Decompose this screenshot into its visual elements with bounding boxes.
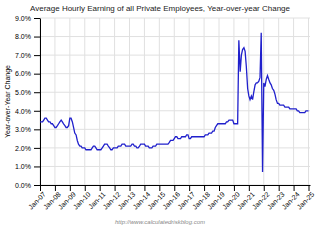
y-tick-mark — [34, 111, 40, 112]
plot-area: Jan-07Jan-08Jan-09Jan-10Jan-11Jan-12Jan-… — [15, 15, 316, 211]
y-tick: 6.0% — [15, 70, 40, 77]
x-tick-mark — [309, 185, 310, 191]
y-tick-label: 3.0% — [15, 126, 31, 133]
grid-line-y — [40, 147, 310, 148]
grid-line-y — [40, 36, 310, 37]
y-axis: 0.0% 1.0% 2.0% 3.0% 4.0% 5.0% 6.0% 7.0% 8.0% 9.0% — [15, 15, 40, 189]
y-tick-mark — [34, 185, 40, 186]
x-tick-mark — [144, 185, 145, 191]
x-tick-mark — [130, 185, 131, 191]
x-tick-mark — [115, 185, 116, 191]
y-tick-mark — [34, 129, 40, 130]
y-tick-label: 2.0% — [15, 145, 31, 152]
x-tick-mark — [219, 185, 220, 191]
y-tick-label: 5.0% — [15, 89, 31, 96]
grid-line-x — [54, 18, 55, 185]
grid-line-y — [40, 110, 310, 111]
grid-line-x — [293, 18, 294, 185]
x-tick-mark — [234, 185, 235, 191]
grid-line-y — [40, 166, 310, 167]
grid-line-y — [40, 18, 310, 19]
y-axis-line — [40, 19, 41, 186]
grid-line-x — [99, 18, 100, 185]
x-tick-mark — [279, 185, 280, 191]
grid-line-x — [189, 18, 190, 185]
grid-line-x — [144, 18, 145, 185]
x-tick-mark — [159, 185, 160, 191]
grid-line-x — [84, 18, 85, 185]
grid-line-x — [159, 18, 160, 185]
y-tick: 0.0% — [15, 182, 40, 189]
grid-line-y — [40, 73, 310, 74]
y-tick-mark — [34, 55, 40, 56]
x-tick-mark — [294, 185, 295, 191]
x-tick: Jan-25 — [295, 185, 315, 211]
y-tick-label: 7.0% — [15, 52, 31, 59]
grid-line-y — [40, 129, 310, 130]
x-tick-mark — [249, 185, 250, 191]
y-tick-label: 0.0% — [15, 182, 31, 189]
grid-line-x — [308, 18, 309, 185]
annotation: http://www.calculatedriskblog.com — [115, 219, 205, 225]
x-tick-mark — [204, 185, 205, 191]
x-tick-label: Jan-25 — [295, 191, 315, 211]
y-tick: 3.0% — [15, 126, 40, 133]
y-tick-label: 6.0% — [15, 70, 31, 77]
x-tick-mark — [174, 185, 175, 191]
y-tick: 5.0% — [15, 89, 40, 96]
x-tick-mark — [85, 185, 86, 191]
y-tick: 8.0% — [15, 33, 40, 40]
grid-line-x — [233, 18, 234, 185]
grid — [40, 18, 310, 185]
x-tick-mark — [70, 185, 71, 191]
grid-line-x — [204, 18, 205, 185]
grid-line-y — [40, 55, 310, 56]
y-tick-label: 8.0% — [15, 33, 31, 40]
x-tick-mark — [100, 185, 101, 191]
grid-line-x — [174, 18, 175, 185]
y-tick-mark — [34, 74, 40, 75]
x-axis-line — [41, 185, 311, 186]
grid-line-x — [219, 18, 220, 185]
y-tick: 4.0% — [15, 108, 40, 115]
series-group — [40, 33, 309, 172]
grid-line-y — [40, 92, 310, 93]
y-tick-mark — [34, 166, 40, 167]
y-tick-label: 9.0% — [15, 15, 31, 22]
x-tick-mark — [40, 185, 41, 191]
y-tick-mark — [34, 148, 40, 149]
grid-line-x — [40, 18, 41, 185]
x-tick-mark — [264, 185, 265, 191]
y-tick: 9.0% — [15, 15, 40, 22]
y-tick-label: 4.0% — [15, 108, 31, 115]
chart-svg: Jan-07Jan-08Jan-09Jan-10Jan-11Jan-12Jan-… — [0, 0, 320, 227]
grid-line-x — [278, 18, 279, 185]
y-tick-label: 1.0% — [15, 163, 31, 170]
grid-line-x — [114, 18, 115, 185]
y-axis-title: Year-over-Year Change — [4, 65, 12, 138]
x-axis: Jan-07Jan-08Jan-09Jan-10Jan-11Jan-12Jan-… — [27, 185, 316, 211]
y-tick-mark — [34, 92, 40, 93]
series-line — [40, 33, 309, 172]
y-tick-mark — [34, 37, 40, 38]
x-tick-mark — [189, 185, 190, 191]
title: Average Hourly Earning of all Private Em… — [30, 4, 291, 13]
y-tick-mark — [34, 18, 40, 19]
x-tick-mark — [55, 185, 56, 191]
y-tick: 7.0% — [15, 52, 40, 59]
grid-line-x — [69, 18, 70, 185]
y-tick: 1.0% — [15, 163, 40, 170]
grid-line-x — [129, 18, 130, 185]
grid-line-x — [248, 18, 249, 185]
y-tick: 2.0% — [15, 145, 40, 152]
